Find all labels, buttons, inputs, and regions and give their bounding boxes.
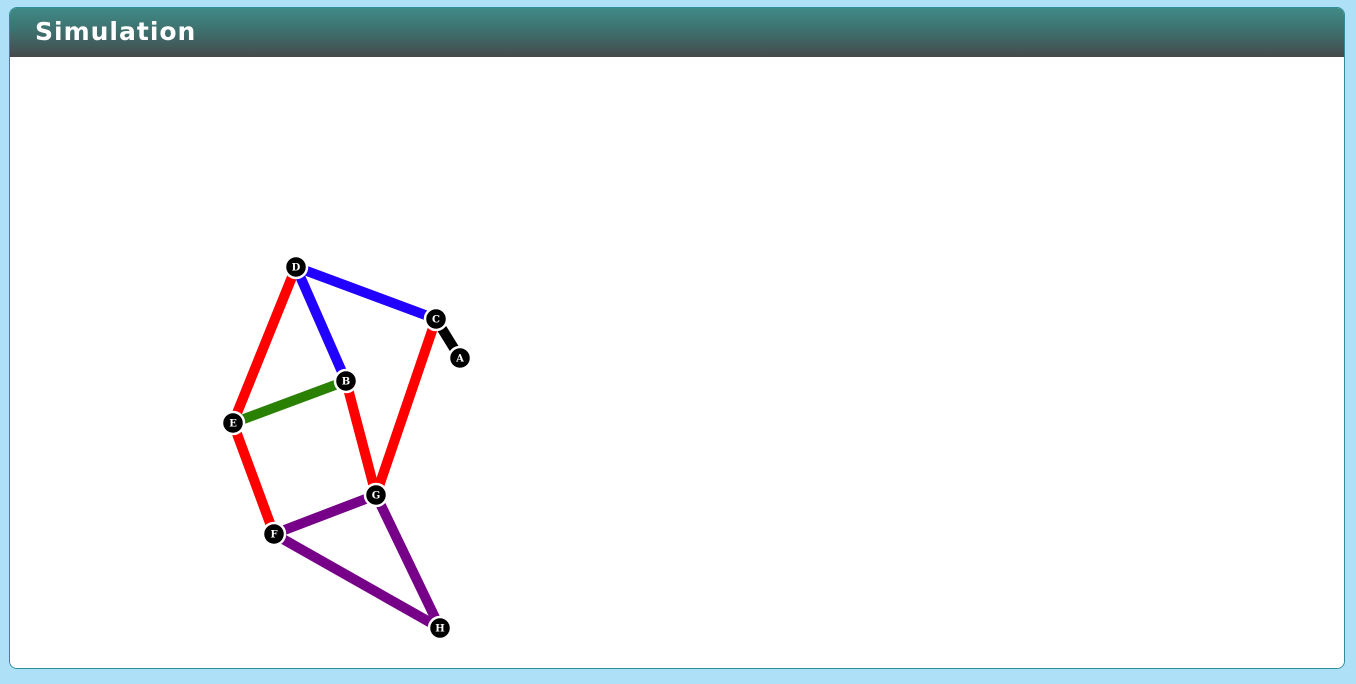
- node-circle[interactable]: [283, 254, 309, 280]
- edge-g-h: [371, 490, 445, 633]
- node-label: F: [270, 530, 277, 541]
- node-circle[interactable]: [333, 368, 359, 394]
- node-circle[interactable]: [447, 345, 473, 371]
- node-label: C: [432, 315, 440, 326]
- edge-d-c: [291, 262, 441, 324]
- node-b[interactable]: B: [333, 368, 359, 394]
- node-c[interactable]: C: [423, 306, 449, 332]
- edge-f-g: [269, 490, 381, 539]
- simulation-canvas[interactable]: A B C D E F G H: [10, 57, 1344, 668]
- node-label: A: [455, 354, 464, 365]
- node-circle[interactable]: [423, 306, 449, 332]
- panel-header: Simulation: [10, 8, 1344, 57]
- node-d[interactable]: D: [283, 254, 309, 280]
- edge-d-e: [228, 262, 301, 428]
- node-circle[interactable]: [261, 521, 287, 547]
- node-f[interactable]: F: [261, 521, 287, 547]
- edges-layer: [228, 262, 465, 633]
- simulation-panel: Simulation A B C D E F G H: [9, 7, 1345, 669]
- node-label: H: [435, 624, 444, 635]
- edge-e-f: [228, 418, 279, 539]
- edge-d-b: [291, 262, 351, 386]
- node-circle[interactable]: [363, 482, 389, 508]
- node-label: D: [292, 263, 301, 274]
- node-h[interactable]: H: [427, 615, 453, 641]
- node-a[interactable]: A: [447, 345, 473, 371]
- node-label: G: [372, 491, 381, 502]
- panel-title: Simulation: [35, 17, 197, 46]
- node-e[interactable]: E: [220, 410, 246, 436]
- edge-f-h: [269, 529, 445, 633]
- nodes-layer: A B C D E F G H: [220, 254, 473, 641]
- graph-svg[interactable]: A B C D E F G H: [10, 57, 1344, 668]
- edge-b-g: [341, 376, 381, 500]
- node-circle[interactable]: [427, 615, 453, 641]
- node-circle[interactable]: [220, 410, 246, 436]
- edge-b-e: [228, 376, 351, 428]
- edge-c-g: [371, 314, 441, 500]
- node-g[interactable]: G: [363, 482, 389, 508]
- node-label: B: [342, 377, 350, 388]
- node-label: E: [229, 419, 237, 430]
